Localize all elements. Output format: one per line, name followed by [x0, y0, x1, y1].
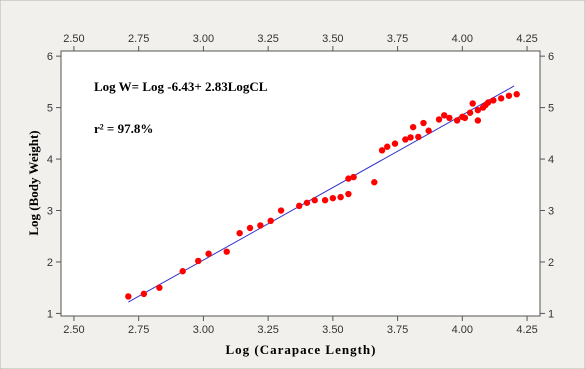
- y-tick-label-left-2: 3: [47, 206, 53, 218]
- data-point-8: [246, 224, 254, 232]
- data-point-19: [345, 175, 352, 182]
- y-tick-label-right-2: 3: [548, 206, 554, 218]
- y-axis-title: Log (Body Weight): [26, 130, 41, 235]
- y-tick-label-left-3: 4: [47, 154, 53, 166]
- data-point-31: [435, 116, 443, 123]
- x-tick-label-top-0: 2.50: [63, 33, 84, 45]
- data-points: [125, 91, 520, 300]
- x-tick-label-bottom-2: 3.00: [193, 324, 214, 336]
- x-tick-label-top-5: 3.75: [387, 33, 408, 45]
- data-point-26: [407, 134, 414, 141]
- data-point-27: [409, 123, 417, 131]
- data-point-29: [420, 119, 427, 127]
- data-point-32: [441, 112, 448, 119]
- fit-line-group: [128, 85, 515, 303]
- data-point-3: [179, 268, 186, 275]
- data-point-30: [425, 127, 432, 134]
- data-point-40: [474, 106, 482, 114]
- x-tick-label-bottom-1: 2.75: [128, 324, 149, 336]
- fit-line: [128, 85, 515, 303]
- x-tick-label-bottom-6: 4.00: [452, 324, 473, 336]
- y-tick-label-left-5: 6: [47, 51, 53, 63]
- data-point-33: [446, 114, 453, 122]
- x-tick-label-bottom-7: 4.25: [516, 324, 537, 336]
- y-tick-label-left-0: 1: [47, 308, 53, 320]
- data-point-2: [156, 284, 163, 291]
- data-point-9: [257, 222, 264, 229]
- data-point-45: [497, 95, 505, 102]
- data-point-15: [321, 197, 329, 204]
- x-tick-label-top-7: 4.25: [516, 33, 537, 45]
- x-tick-label-top-6: 4.00: [452, 33, 473, 45]
- x-tick-label-top-3: 3.25: [257, 33, 278, 45]
- x-tick-label-bottom-3: 3.25: [257, 324, 278, 336]
- y-tick-label-right-3: 4: [548, 154, 554, 166]
- ticks: 2.50 2.50 2.75 2.75 3.00 3.00 3.25 3.25 3.50 3.50…: [47, 33, 554, 336]
- data-point-20: [350, 173, 357, 181]
- y-tick-label-right-5: 6: [548, 51, 554, 63]
- x-axis-title: Log (Carapace Length): [226, 342, 377, 357]
- data-point-12: [296, 202, 303, 210]
- y-tick-label-right-1: 2: [548, 257, 554, 269]
- data-point-34: [453, 117, 461, 124]
- x-tick-label-top-4: 3.50: [322, 33, 343, 45]
- data-point-1: [140, 290, 148, 298]
- data-point-14: [311, 197, 318, 204]
- y-tick-label-right-0: 1: [548, 308, 554, 320]
- x-tick-label-top-2: 3.00: [193, 33, 214, 45]
- x-tick-label-bottom-0: 2.50: [63, 324, 84, 336]
- r-squared-annotation: r² = 97.8%: [94, 121, 153, 136]
- data-point-11: [277, 207, 285, 214]
- data-point-38: [469, 100, 476, 107]
- y-tick-label-left-4: 5: [47, 103, 53, 115]
- data-point-18: [345, 190, 352, 198]
- x-tick-label-bottom-5: 3.75: [387, 324, 408, 336]
- data-point-13: [303, 199, 311, 206]
- data-point-6: [223, 248, 230, 255]
- x-tick-label-bottom-4: 3.50: [322, 324, 343, 336]
- data-point-0: [125, 293, 132, 300]
- data-point-25: [402, 136, 409, 143]
- data-point-39: [474, 117, 482, 124]
- data-point-36: [461, 114, 469, 122]
- plot-area: [60, 50, 541, 317]
- data-point-28: [415, 133, 422, 141]
- data-point-43: [485, 99, 492, 106]
- data-point-16: [329, 194, 337, 202]
- data-point-47: [513, 91, 520, 98]
- y-tick-label-left-1: 2: [47, 257, 53, 269]
- data-point-10: [267, 217, 274, 225]
- data-point-7: [236, 229, 243, 237]
- data-point-46: [505, 92, 513, 99]
- data-point-24: [391, 140, 399, 147]
- data-point-23: [384, 143, 391, 150]
- data-point-22: [378, 147, 386, 154]
- data-point-4: [195, 257, 202, 265]
- equation-annotation: Log W= Log -6.43+ 2.83LogCL: [94, 79, 268, 94]
- data-point-37: [466, 109, 474, 116]
- data-point-21: [371, 179, 378, 186]
- data-point-17: [337, 193, 344, 201]
- x-tick-label-top-1: 2.75: [128, 33, 149, 45]
- data-point-44: [490, 97, 497, 104]
- y-tick-label-right-4: 5: [548, 103, 554, 115]
- data-point-5: [205, 250, 212, 257]
